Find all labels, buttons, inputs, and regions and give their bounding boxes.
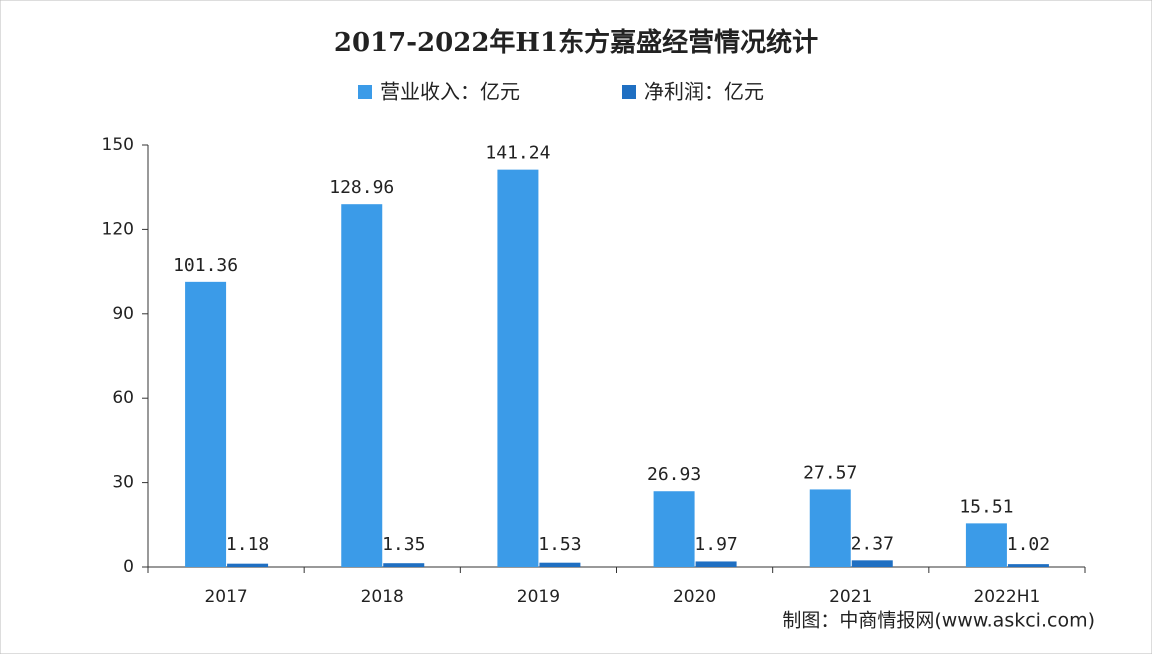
y-tick-label: 120: [102, 219, 134, 239]
value-label: 1.02: [1007, 534, 1050, 555]
value-label: 1.35: [382, 534, 425, 555]
y-tick-label: 30: [112, 473, 134, 493]
value-label: 141.24: [485, 143, 550, 164]
x-tick-label: 2021: [829, 587, 872, 607]
source-note: 制图：中商情报网(www.askci.com): [782, 610, 1095, 632]
value-label: 26.93: [647, 464, 701, 485]
x-tick-label: 2018: [361, 587, 404, 607]
bar: [965, 523, 1007, 567]
value-label: 27.57: [803, 462, 857, 483]
legend-label: 营业收入：亿元: [380, 80, 520, 104]
bar: [227, 563, 269, 567]
bar: [851, 560, 893, 567]
bar: [383, 563, 425, 567]
value-label: 128.96: [329, 177, 394, 198]
bar: [539, 562, 581, 567]
y-tick-label: 0: [123, 557, 134, 577]
y-tick-label: 60: [112, 388, 134, 408]
value-label: 1.18: [226, 534, 269, 555]
x-tick-label: 2022H1: [973, 587, 1040, 607]
chart-title: 2017-2022年H1东方嘉盛经营情况统计: [334, 27, 818, 58]
bar: [1007, 564, 1049, 567]
legend-swatch: [622, 85, 636, 99]
y-tick-label: 90: [112, 304, 134, 324]
value-label: 2.37: [851, 533, 894, 554]
value-label: 1.97: [694, 534, 737, 555]
x-tick-label: 2019: [517, 587, 560, 607]
x-tick-label: 2020: [673, 587, 716, 607]
value-label: 15.51: [959, 496, 1013, 517]
x-tick-label: 2017: [204, 587, 247, 607]
bar: [341, 204, 383, 567]
value-label: 101.36: [173, 255, 238, 276]
bar: [695, 561, 737, 567]
bar: [809, 489, 851, 567]
bar: [497, 169, 539, 567]
legend-label: 净利润：亿元: [644, 80, 764, 104]
y-tick-label: 150: [102, 135, 134, 155]
legend-swatch: [358, 85, 372, 99]
value-label: 1.53: [538, 534, 581, 555]
bar: [185, 281, 227, 567]
bar: [653, 491, 695, 567]
